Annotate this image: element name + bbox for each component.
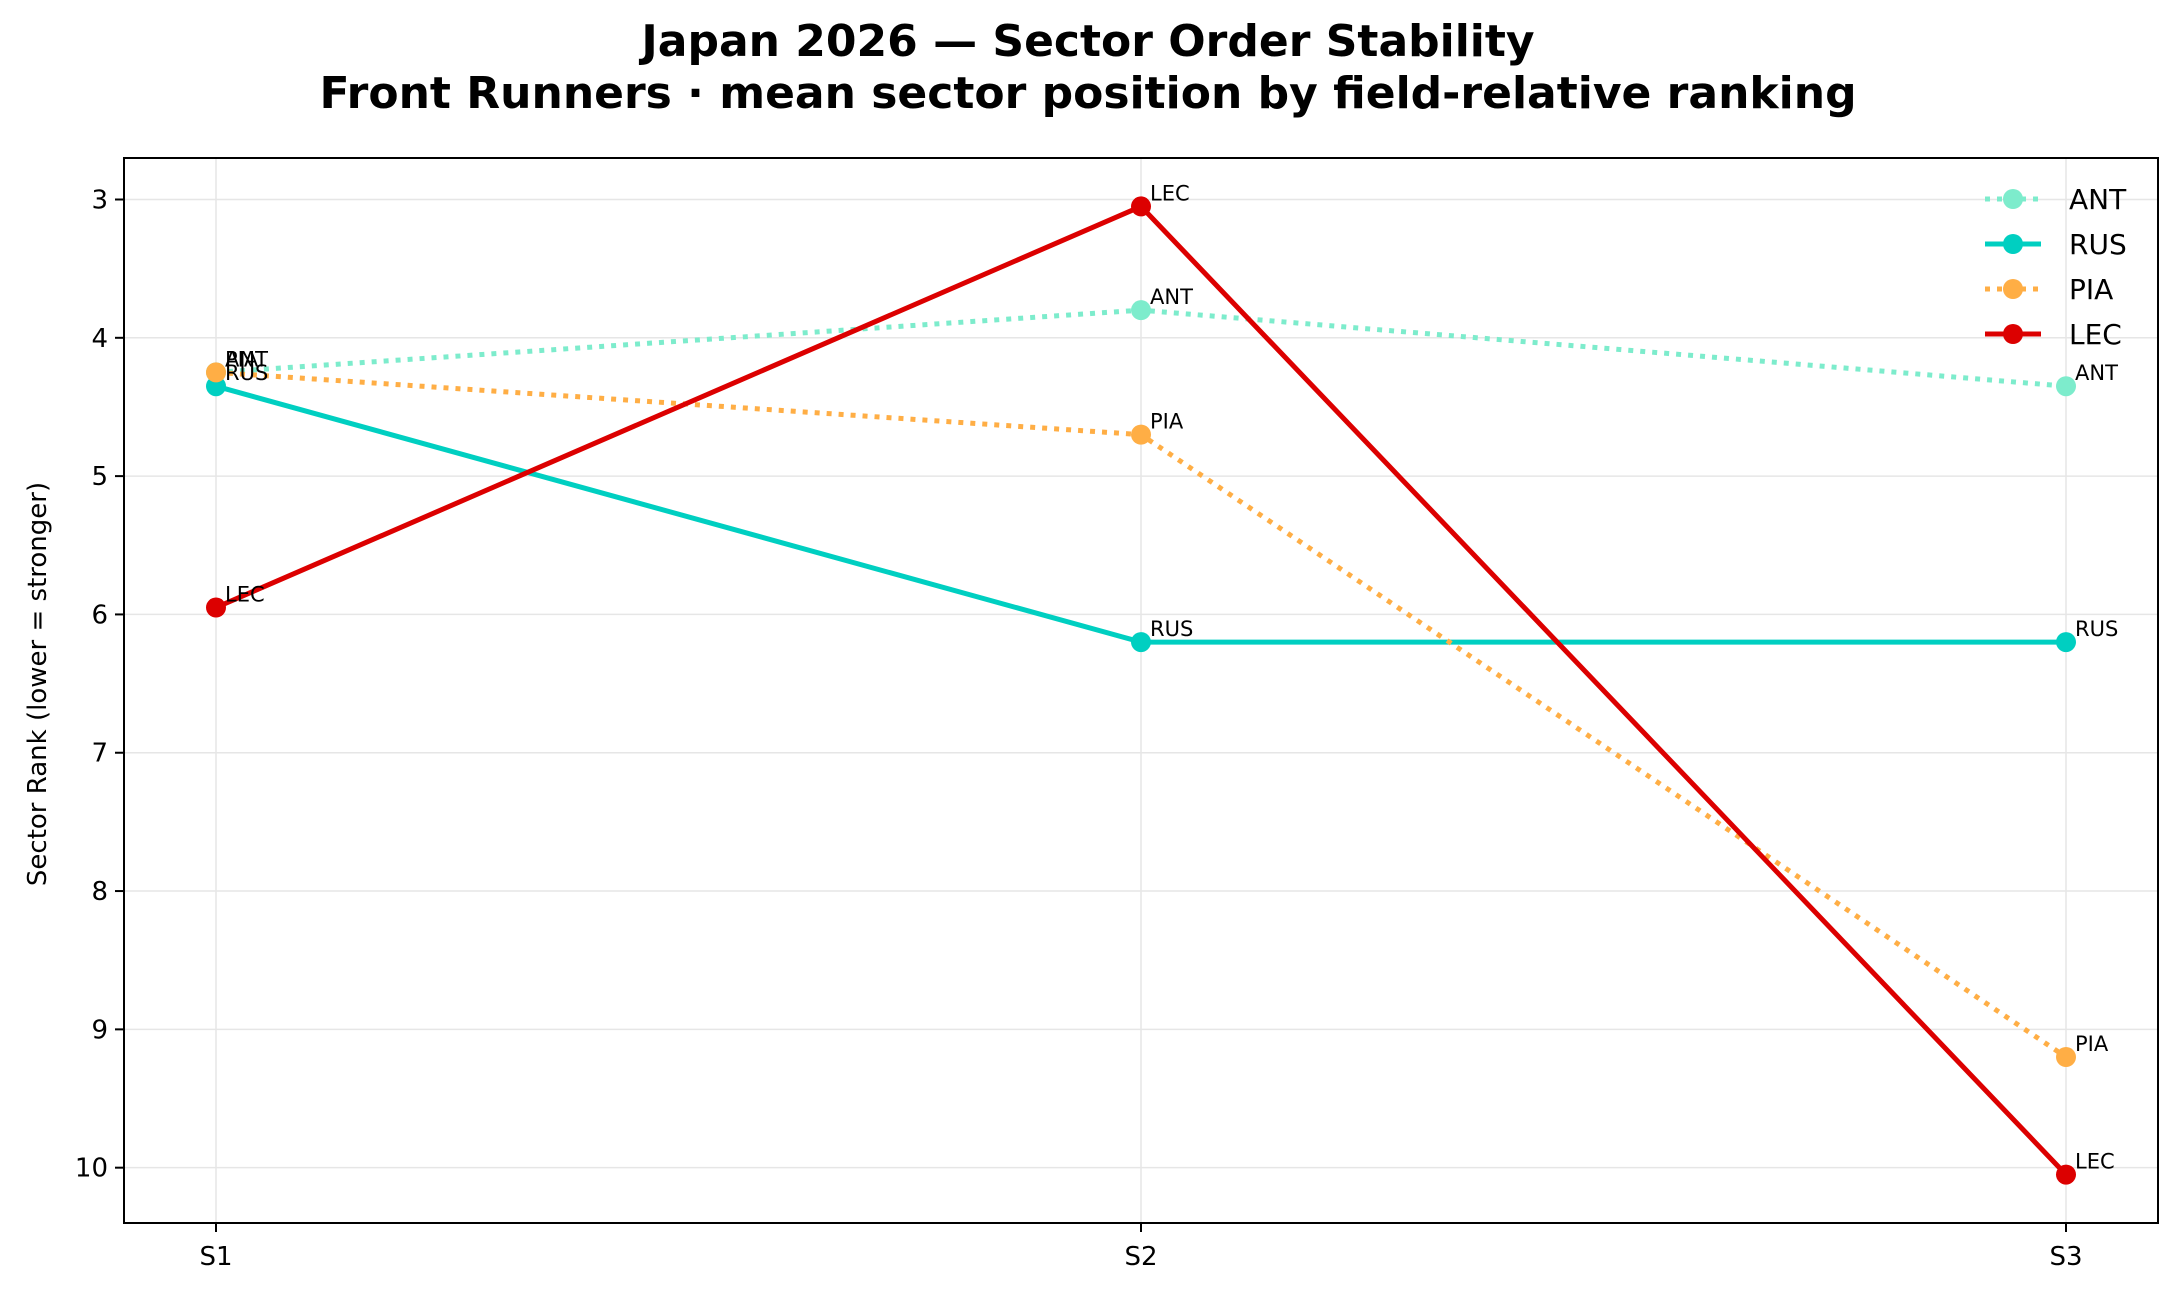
- data-point-ant: [1131, 300, 1151, 321]
- point-label-ant: ANT: [1150, 285, 1193, 309]
- point-label-lec: LEC: [1150, 181, 1190, 205]
- point-label-pia: PIA: [225, 347, 259, 371]
- x-tick-label: S1: [199, 1242, 232, 1272]
- chart-subtitle: Front Runners · mean sector position by …: [319, 68, 1856, 119]
- y-tick-label: 4: [91, 324, 108, 354]
- y-tick-label: 3: [91, 185, 108, 215]
- point-label-lec: LEC: [2075, 1150, 2115, 1174]
- point-label-rus: RUS: [2075, 617, 2118, 641]
- data-point-rus: [1131, 632, 1151, 653]
- data-point-lec: [2056, 1164, 2076, 1185]
- data-point-rus: [206, 376, 226, 397]
- legend-marker-pia: [2003, 279, 2023, 299]
- data-point-pia: [206, 362, 226, 383]
- legend-marker-rus: [2003, 234, 2023, 254]
- legend-label-ant: ANT: [2069, 183, 2127, 216]
- y-tick-label: 8: [91, 877, 108, 907]
- point-label-lec: LEC: [225, 583, 265, 607]
- data-point-pia: [2056, 1047, 2076, 1068]
- data-point-pia: [1131, 424, 1151, 445]
- legend-marker-lec: [2003, 324, 2023, 344]
- series-layer: [206, 196, 2076, 1185]
- point-label-ant: ANT: [225, 347, 268, 371]
- y-tick-label: 9: [91, 1015, 108, 1045]
- grid-layer: [124, 158, 2158, 1223]
- y-tick-label: 10: [75, 1154, 108, 1184]
- point-label-rus: RUS: [1150, 617, 1193, 641]
- data-point-rus: [2056, 632, 2076, 653]
- data-point-lec: [206, 597, 226, 618]
- point-label-pia: PIA: [1150, 410, 1184, 434]
- legend-marker-ant: [2003, 189, 2023, 209]
- y-tick-label: 6: [91, 600, 108, 630]
- point-label-rus: RUS: [225, 361, 268, 385]
- y-tick-label: 7: [91, 739, 108, 769]
- legend-label-lec: LEC: [2069, 318, 2122, 351]
- axis-layer: 3 4 5 6 7 8 9 10 S1 S2 S3: [75, 185, 2083, 1272]
- x-tick-label: S3: [2049, 1242, 2082, 1272]
- point-label-ant: ANT: [2075, 361, 2118, 385]
- chart-title: Japan 2026 — Sector Order Stability: [638, 16, 1534, 67]
- y-tick-label: 5: [91, 462, 108, 492]
- y-axis-label: Sector Rank (lower = stronger): [23, 482, 53, 886]
- data-point-lec: [1131, 196, 1151, 217]
- legend-label-rus: RUS: [2069, 228, 2127, 261]
- point-label-pia: PIA: [2075, 1032, 2109, 1056]
- legend-label-pia: PIA: [2069, 273, 2113, 306]
- x-tick-label: S2: [1124, 1242, 1157, 1272]
- legend: ANT RUS PIA LEC: [1985, 183, 2127, 351]
- data-point-ant: [2056, 376, 2076, 397]
